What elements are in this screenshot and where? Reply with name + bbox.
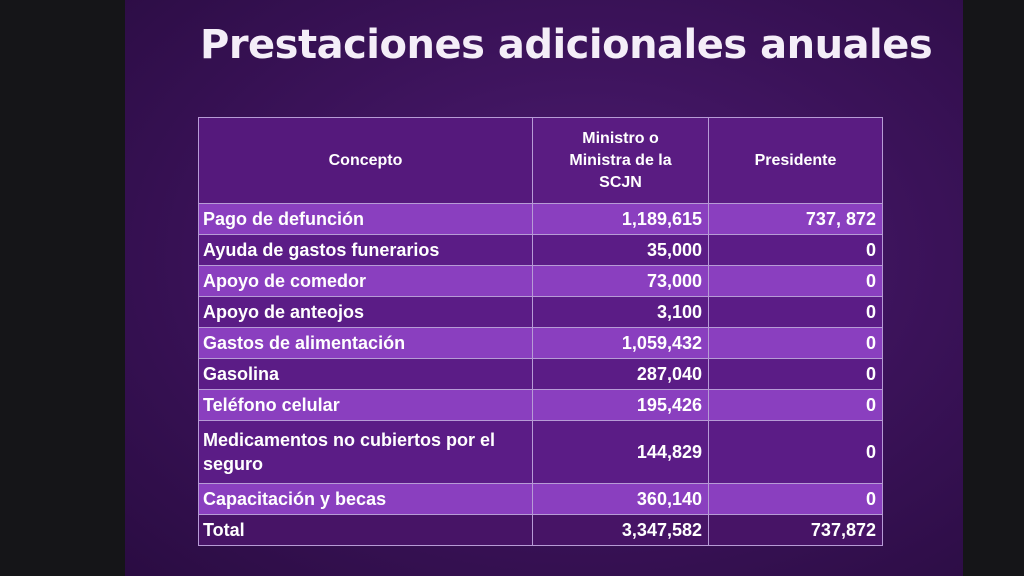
cell-concepto: Apoyo de anteojos — [198, 296, 533, 328]
cell-ministro: 144,829 — [532, 420, 709, 484]
cell-presidente: 0 — [708, 296, 883, 328]
cell-presidente: 0 — [708, 358, 883, 390]
table-row: Apoyo de anteojos 3,100 0 — [198, 296, 883, 328]
benefits-table: Concepto Ministro o Ministra de la SCJN … — [198, 117, 883, 546]
cell-presidente: 0 — [708, 234, 883, 266]
cell-total-presidente: 737,872 — [708, 514, 883, 546]
header-ministro: Ministro o Ministra de la SCJN — [532, 117, 709, 204]
cell-presidente: 737, 872 — [708, 203, 883, 235]
cell-total-ministro: 3,347,582 — [532, 514, 709, 546]
table-header-row: Concepto Ministro o Ministra de la SCJN … — [198, 117, 883, 204]
cell-presidente: 0 — [708, 483, 883, 515]
cell-ministro: 73,000 — [532, 265, 709, 297]
cell-ministro: 1,059,432 — [532, 327, 709, 359]
cell-ministro: 287,040 — [532, 358, 709, 390]
cell-ministro: 3,100 — [532, 296, 709, 328]
cell-presidente: 0 — [708, 265, 883, 297]
cell-concepto: Gasolina — [198, 358, 533, 390]
cell-concepto: Gastos de alimentación — [198, 327, 533, 359]
cell-concepto: Medicamentos no cubiertos por el seguro — [198, 420, 533, 484]
table-row: Capacitación y becas 360,140 0 — [198, 483, 883, 515]
cell-ministro: 35,000 — [532, 234, 709, 266]
table-row: Gastos de alimentación 1,059,432 0 — [198, 327, 883, 359]
table-row: Ayuda de gastos funerarios 35,000 0 — [198, 234, 883, 266]
cell-ministro: 1,189,615 — [532, 203, 709, 235]
cell-concepto: Teléfono celular — [198, 389, 533, 421]
cell-concepto: Ayuda de gastos funerarios — [198, 234, 533, 266]
header-concepto: Concepto — [198, 117, 533, 204]
table-total-row: Total 3,347,582 737,872 — [198, 514, 883, 546]
table-row: Pago de defunción 1,189,615 737, 872 — [198, 203, 883, 235]
cell-ministro: 360,140 — [532, 483, 709, 515]
header-presidente: Presidente — [708, 117, 883, 204]
slide-title: Prestaciones adicionales anuales — [200, 22, 933, 68]
table-row: Medicamentos no cubiertos por el seguro … — [198, 420, 883, 484]
cell-ministro: 195,426 — [532, 389, 709, 421]
cell-presidente: 0 — [708, 327, 883, 359]
table-row: Gasolina 287,040 0 — [198, 358, 883, 390]
cell-concepto: Apoyo de comedor — [198, 265, 533, 297]
cell-presidente: 0 — [708, 389, 883, 421]
cell-concepto: Pago de defunción — [198, 203, 533, 235]
cell-presidente: 0 — [708, 420, 883, 484]
cell-concepto: Capacitación y becas — [198, 483, 533, 515]
table-row: Teléfono celular 195,426 0 — [198, 389, 883, 421]
table-row: Apoyo de comedor 73,000 0 — [198, 265, 883, 297]
cell-total-label: Total — [198, 514, 533, 546]
